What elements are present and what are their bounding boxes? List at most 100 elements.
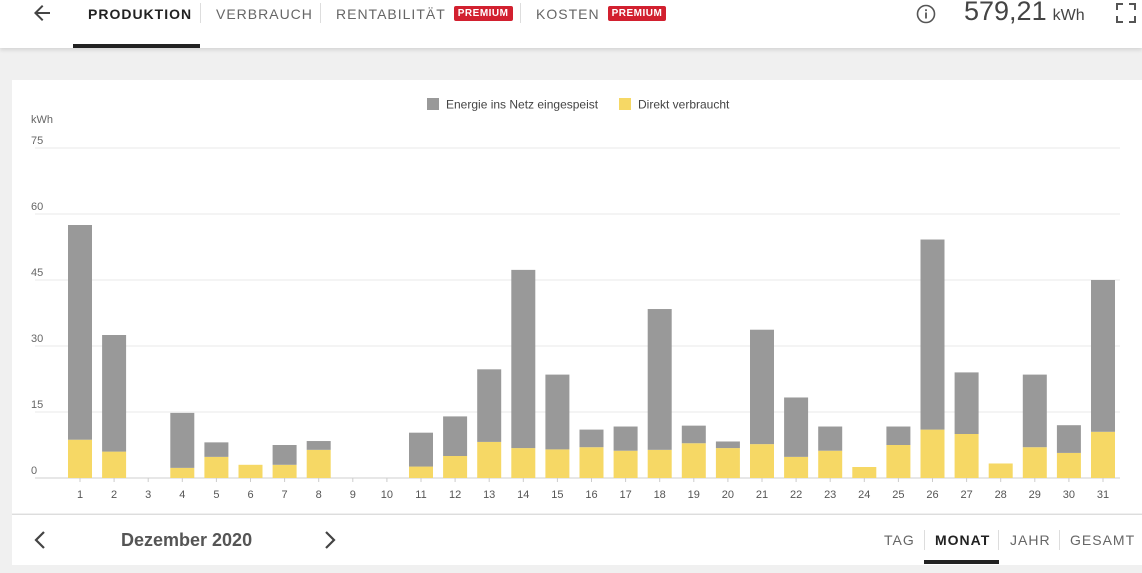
bar-grid bbox=[409, 432, 433, 467]
bar-direct bbox=[102, 451, 127, 478]
bar-direct bbox=[886, 445, 911, 478]
range-divider bbox=[998, 530, 999, 550]
x-tick-label: 24 bbox=[858, 489, 870, 501]
period-footer: Dezember 2020 TAG MONAT JAHR GESAMT bbox=[12, 514, 1142, 565]
bar-direct bbox=[818, 450, 843, 478]
x-tick-label: 2 bbox=[111, 489, 117, 501]
bar-grid bbox=[715, 441, 740, 449]
bar-direct bbox=[852, 467, 877, 478]
bar-grid bbox=[920, 239, 945, 430]
tab-label: PRODUKTION bbox=[88, 5, 193, 22]
tab-divider bbox=[520, 3, 521, 23]
x-tick-label: 13 bbox=[483, 489, 495, 501]
x-tick-label: 31 bbox=[1097, 489, 1109, 501]
active-range-indicator bbox=[924, 560, 999, 564]
y-tick-label: 15 bbox=[31, 399, 43, 411]
bar-grid bbox=[272, 445, 297, 465]
x-tick-label: 4 bbox=[179, 489, 185, 501]
bar-grid bbox=[170, 412, 195, 468]
tab-verbrauch[interactable]: VERBRAUCH bbox=[216, 0, 313, 27]
bar-direct bbox=[613, 450, 638, 478]
x-tick-label: 20 bbox=[722, 489, 734, 501]
bar-grid bbox=[204, 442, 229, 457]
premium-badge: PREMIUM bbox=[453, 6, 513, 21]
x-tick-label: 11 bbox=[415, 489, 426, 501]
bar-grid bbox=[784, 397, 809, 457]
x-tick-label: 18 bbox=[654, 489, 666, 501]
arrow-left-icon[interactable] bbox=[30, 1, 54, 25]
bar-grid bbox=[511, 269, 536, 449]
bar-grid bbox=[1022, 374, 1047, 448]
premium-badge: PREMIUM bbox=[607, 6, 667, 21]
tab-label: VERBRAUCH bbox=[216, 5, 313, 22]
x-tick-label: 23 bbox=[824, 489, 836, 501]
bar-grid bbox=[613, 426, 638, 451]
x-tick-label: 14 bbox=[517, 489, 529, 501]
range-divider bbox=[924, 530, 925, 550]
bar-grid bbox=[681, 425, 706, 444]
legend-label: Energie ins Netz eingespeist bbox=[446, 98, 599, 112]
y-tick-label: 0 bbox=[31, 465, 37, 477]
tab-rentabilitaet[interactable]: RENTABILITÄT PREMIUM bbox=[336, 0, 513, 27]
bar-grid bbox=[1056, 425, 1081, 453]
total-unit: kWh bbox=[1052, 7, 1085, 24]
bar-direct bbox=[1056, 452, 1081, 478]
range-tab-jahr[interactable]: JAHR bbox=[1010, 532, 1051, 548]
period-label: Dezember 2020 bbox=[121, 530, 253, 550]
bar-direct bbox=[170, 467, 195, 478]
tab-label: KOSTEN bbox=[536, 5, 600, 22]
bar-direct bbox=[511, 448, 536, 478]
bar-direct bbox=[272, 464, 297, 478]
info-icon[interactable] bbox=[916, 4, 936, 24]
x-tick-label: 3 bbox=[145, 489, 151, 501]
x-tick-label: 15 bbox=[551, 489, 563, 501]
x-tick-label: 16 bbox=[585, 489, 597, 501]
bar-direct bbox=[954, 434, 979, 478]
chevron-left-icon[interactable] bbox=[29, 528, 53, 552]
bar-grid bbox=[579, 429, 604, 448]
bar-direct bbox=[579, 447, 604, 478]
y-tick-label: 45 bbox=[31, 267, 43, 279]
bar-direct bbox=[443, 456, 468, 478]
x-tick-label: 28 bbox=[995, 489, 1007, 501]
range-tab-gesamt[interactable]: GESAMT bbox=[1070, 532, 1136, 548]
legend-swatch bbox=[619, 98, 631, 110]
chart-card: 0 15 30 45 60 75 kWh Energie ins Netz eingespei… bbox=[12, 80, 1142, 513]
x-tick-label: 5 bbox=[213, 489, 219, 501]
bar-grid bbox=[443, 416, 468, 456]
bar-grid bbox=[545, 374, 570, 450]
legend-label: Direkt verbraucht bbox=[638, 98, 730, 112]
x-tick-label: 29 bbox=[1029, 489, 1041, 501]
bar-direct bbox=[681, 443, 706, 478]
x-tick-label: 8 bbox=[316, 489, 322, 501]
bar-direct bbox=[784, 456, 809, 478]
x-tick-label: 27 bbox=[960, 489, 972, 501]
bar-direct bbox=[715, 448, 740, 478]
bar-direct bbox=[409, 466, 433, 478]
y-axis-label: kWh bbox=[31, 114, 53, 126]
range-tab-monat[interactable]: MONAT bbox=[935, 532, 991, 548]
bar-direct bbox=[477, 441, 502, 478]
y-tick-label: 30 bbox=[31, 333, 43, 345]
bar-grid bbox=[102, 335, 127, 452]
x-tick-label: 7 bbox=[282, 489, 288, 501]
x-tick-label: 1 bbox=[77, 489, 83, 501]
chevron-right-icon[interactable] bbox=[317, 528, 341, 552]
tab-divider bbox=[320, 3, 321, 23]
y-tick-label: 75 bbox=[31, 135, 43, 147]
tab-kosten[interactable]: KOSTEN PREMIUM bbox=[536, 0, 667, 27]
total-value: 579,21 bbox=[964, 0, 1047, 26]
bar-direct bbox=[306, 449, 331, 478]
top-bar: PRODUKTION VERBRAUCH RENTABILITÄT PREMIU… bbox=[0, 0, 1142, 48]
tab-produktion[interactable]: PRODUKTION bbox=[88, 0, 192, 27]
range-tab-tag[interactable]: TAG bbox=[884, 532, 915, 548]
bar-grid bbox=[818, 426, 843, 451]
bar-grid bbox=[477, 369, 502, 442]
x-tick-label: 17 bbox=[619, 489, 631, 501]
total-production: 579,21 kWh bbox=[964, 0, 1085, 27]
x-tick-label: 19 bbox=[688, 489, 700, 501]
x-tick-label: 10 bbox=[381, 489, 393, 501]
bar-direct bbox=[545, 449, 570, 478]
fullscreen-icon[interactable] bbox=[1114, 1, 1138, 25]
